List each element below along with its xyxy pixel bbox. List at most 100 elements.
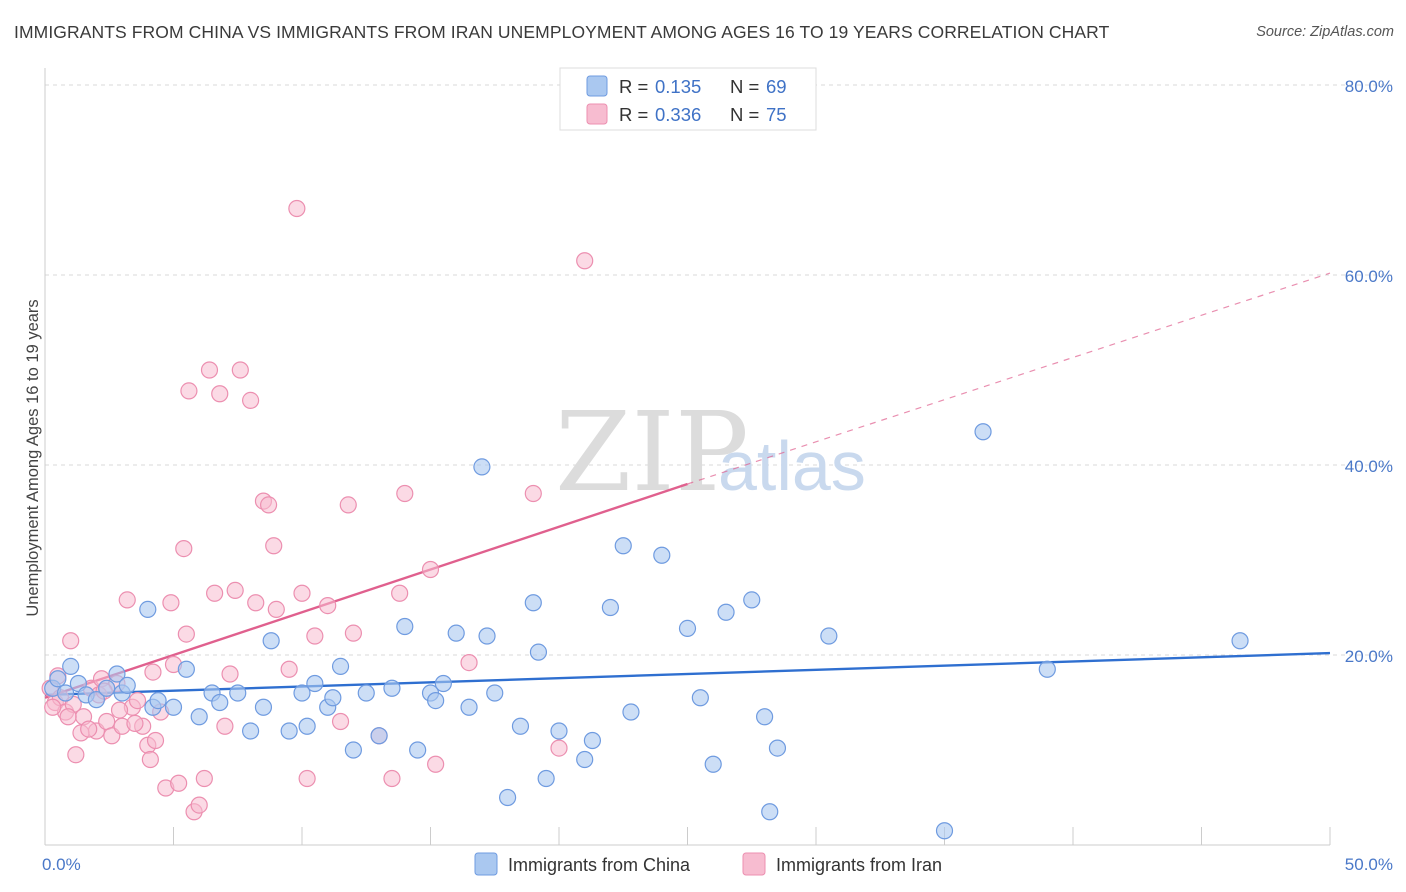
x-tick-labels: 0.0% 50.0% xyxy=(42,855,1393,874)
iran-point xyxy=(306,627,324,645)
iran-point xyxy=(293,584,311,602)
iran-point xyxy=(344,624,362,642)
chart-title: IMMIGRANTS FROM CHINA VS IMMIGRANTS FROM… xyxy=(14,22,1110,42)
iran-point xyxy=(216,717,234,735)
china-point xyxy=(149,691,167,710)
iran-point xyxy=(118,591,136,609)
iran-trend-line-extension xyxy=(687,272,1331,485)
china-point xyxy=(56,684,75,702)
iran-point xyxy=(206,584,224,602)
china-point xyxy=(108,665,126,683)
trend-lines xyxy=(44,272,1331,699)
iran-points xyxy=(41,199,594,821)
china-point xyxy=(383,679,401,697)
china-point xyxy=(499,788,517,807)
iran-point xyxy=(331,712,350,731)
china-point xyxy=(768,739,787,757)
iran-point xyxy=(550,739,568,757)
legend-china-n-label: N = xyxy=(730,76,759,97)
iran-point xyxy=(259,496,278,514)
bottom-legend: Immigrants from China Immigrants from Ir… xyxy=(474,852,942,876)
iran-point xyxy=(319,596,337,615)
china-point xyxy=(87,691,106,709)
china-point xyxy=(583,731,602,750)
iran-point xyxy=(126,714,144,733)
china-point xyxy=(820,627,838,645)
iran-point xyxy=(128,691,147,710)
iran-point xyxy=(211,385,229,403)
china-point xyxy=(98,679,116,697)
china-point xyxy=(511,717,530,735)
china-point xyxy=(486,684,504,702)
china-point xyxy=(1038,660,1056,678)
iran-point xyxy=(231,361,249,379)
bottom-legend-iran-label: Immigrants from Iran xyxy=(776,855,942,875)
china-point xyxy=(537,769,555,788)
iran-point xyxy=(396,484,414,503)
china-point xyxy=(190,708,208,726)
iran-point xyxy=(67,746,85,764)
iran-point xyxy=(195,769,213,788)
china-point xyxy=(254,698,273,716)
china-point xyxy=(242,722,260,740)
legend-iran-r-label: R = xyxy=(619,104,648,125)
china-point xyxy=(331,657,350,676)
legend-iran-swatch xyxy=(586,103,608,125)
legend-china-r-value: 0.135 xyxy=(655,76,701,97)
iran-point xyxy=(110,701,129,719)
china-point xyxy=(717,603,735,621)
iran-trend-line xyxy=(44,482,688,699)
iran-point xyxy=(226,581,244,600)
iran-point xyxy=(62,632,80,650)
iran-point xyxy=(421,560,440,579)
china-point xyxy=(262,632,280,650)
iran-point xyxy=(190,796,208,814)
iran-point xyxy=(576,252,594,270)
china-point xyxy=(529,643,548,661)
y-tick-label: 40.0% xyxy=(1345,457,1393,476)
china-point xyxy=(49,670,67,688)
y-tick-label: 20.0% xyxy=(1345,647,1393,666)
china-point xyxy=(614,537,632,555)
china-point xyxy=(280,722,298,740)
china-point xyxy=(622,703,640,721)
watermark-atlas: atlas xyxy=(718,427,866,505)
china-point xyxy=(118,676,136,695)
china-point xyxy=(704,755,722,773)
china-point xyxy=(478,627,496,645)
iran-point xyxy=(288,199,306,218)
china-point xyxy=(743,591,761,609)
legend-china-swatch xyxy=(586,75,608,97)
china-point xyxy=(370,727,388,745)
china-point xyxy=(357,684,375,702)
china-point xyxy=(396,617,414,636)
y-tick-label: 60.0% xyxy=(1345,267,1393,286)
bottom-legend-iran-swatch xyxy=(742,852,766,876)
china-point xyxy=(409,741,427,759)
iran-point xyxy=(391,584,409,602)
china-point xyxy=(550,722,568,740)
china-point xyxy=(524,594,542,612)
china-point xyxy=(293,684,311,702)
china-point xyxy=(298,717,316,735)
china-point xyxy=(306,674,324,693)
china-point xyxy=(653,546,671,564)
iran-point xyxy=(180,382,198,400)
iran-point xyxy=(221,665,239,683)
iran-point xyxy=(170,774,188,792)
bottom-legend-china-swatch xyxy=(474,852,498,876)
x-tick-label-max: 50.0% xyxy=(1345,855,1393,874)
bottom-legend-china-label: Immigrants from China xyxy=(508,855,691,875)
iran-point xyxy=(427,755,445,773)
china-point xyxy=(755,708,774,726)
chart-source: Source: ZipAtlas.com xyxy=(1256,24,1394,40)
legend-china-r-label: R = xyxy=(619,76,648,97)
iran-point xyxy=(59,708,77,726)
china-point xyxy=(935,822,954,840)
iran-point xyxy=(98,712,116,731)
legend-china-n-value: 69 xyxy=(766,76,787,97)
china-point xyxy=(691,689,709,707)
china-point xyxy=(229,684,247,702)
axes xyxy=(44,68,1331,846)
